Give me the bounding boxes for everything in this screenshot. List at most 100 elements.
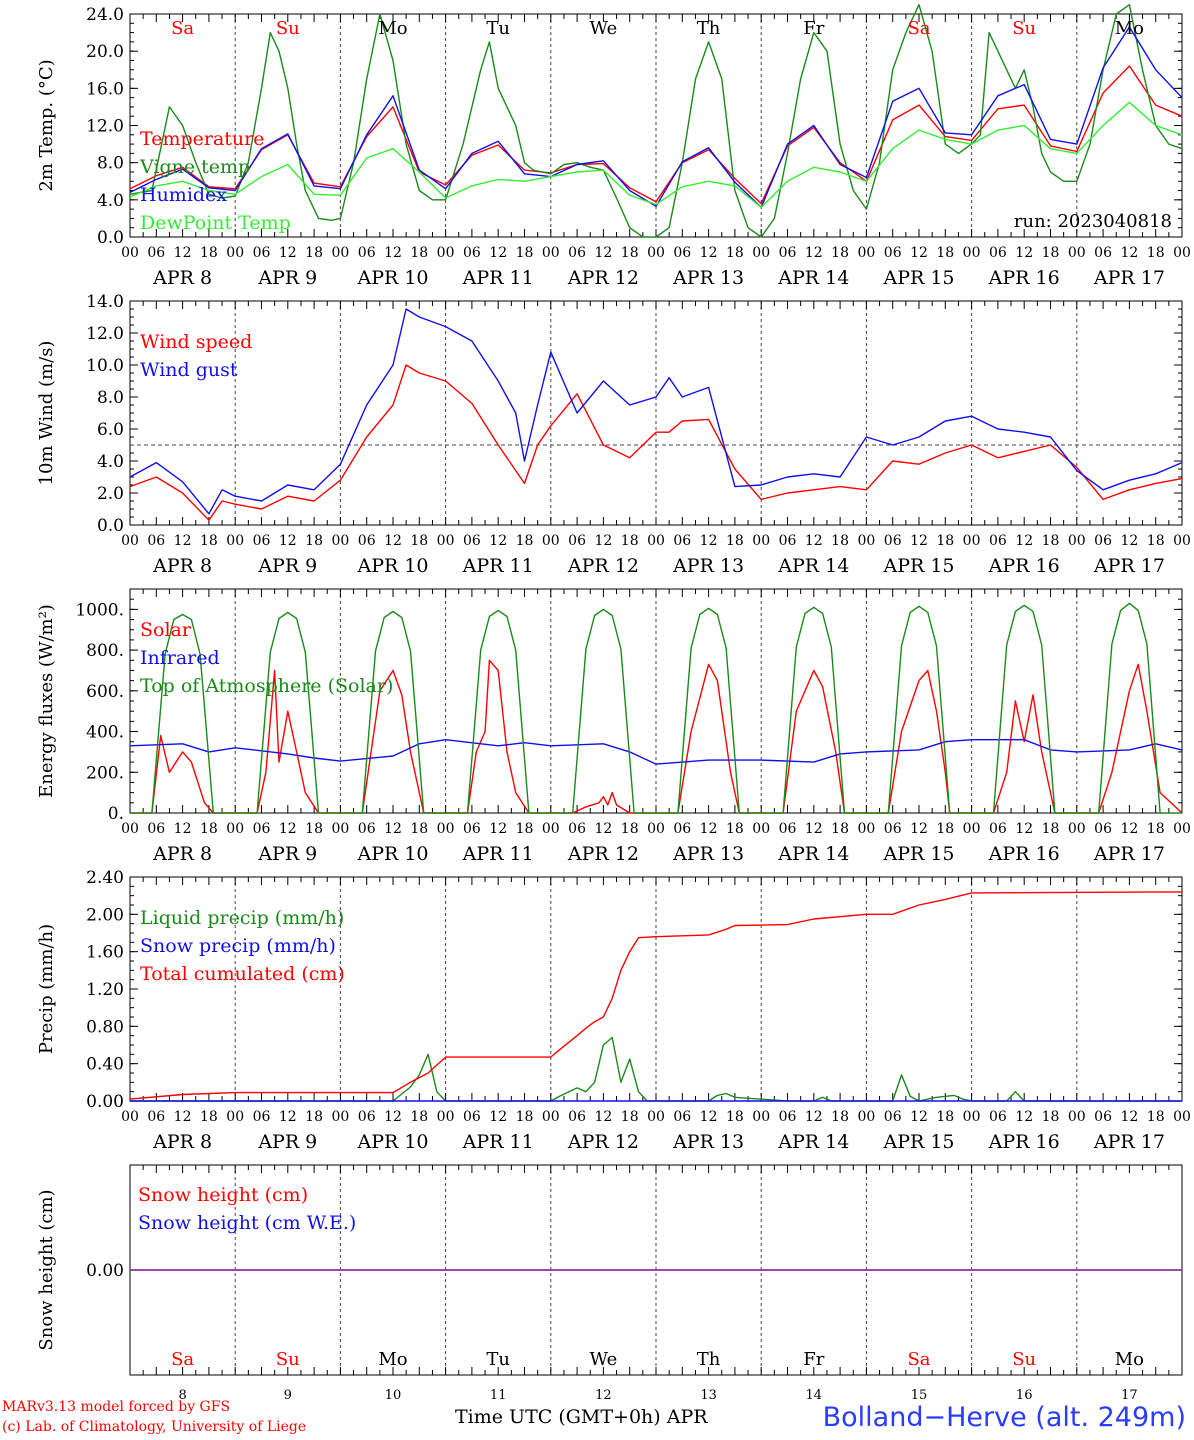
hour-label: 06 — [147, 821, 165, 837]
day-number-label: 10 — [385, 1388, 402, 1403]
series-line — [129, 308, 1183, 515]
hour-label: 00 — [647, 533, 665, 549]
hour-label: 18 — [516, 1109, 534, 1125]
hour-label: 18 — [1042, 533, 1060, 549]
hour-label: 06 — [463, 245, 481, 261]
y-tick-label: 0.00 — [86, 1092, 124, 1112]
hour-label: 00 — [331, 1109, 349, 1125]
y-tick-label: 0.0 — [97, 516, 124, 536]
day-name: Su — [1012, 1349, 1036, 1370]
hour-label: 00 — [1173, 245, 1191, 261]
hour-label: 12 — [910, 533, 928, 549]
legend-entry: Wind speed — [140, 331, 252, 353]
date-label: APR 8 — [152, 267, 212, 289]
hour-label: 00 — [963, 821, 981, 837]
hour-label: 12 — [384, 533, 402, 549]
day-name: Fr — [803, 18, 824, 39]
hour-label: 18 — [410, 533, 428, 549]
hour-label: 18 — [1147, 821, 1165, 837]
y-tick-label: 12.0 — [86, 117, 124, 137]
hour-label: 00 — [226, 245, 244, 261]
y-tick-label: 0.0 — [97, 228, 124, 248]
hour-label: 18 — [621, 1109, 639, 1125]
hour-label: 12 — [700, 821, 718, 837]
hour-label: 12 — [910, 245, 928, 261]
hour-label: 12 — [279, 1109, 297, 1125]
hour-label: 18 — [200, 245, 218, 261]
date-label: APR 13 — [672, 1131, 744, 1153]
hour-label: 06 — [989, 821, 1007, 837]
hour-label: 12 — [279, 821, 297, 837]
hour-label: 12 — [1120, 1109, 1138, 1125]
hour-label: 18 — [831, 1109, 849, 1125]
hour-label: 18 — [200, 821, 218, 837]
hour-label: 00 — [121, 821, 139, 837]
hour-label: 12 — [910, 1109, 928, 1125]
hour-label: 06 — [884, 821, 902, 837]
hour-label: 18 — [200, 1109, 218, 1125]
date-label: APR 11 — [462, 843, 534, 865]
y-tick-label: 4.0 — [97, 452, 124, 472]
hour-label: 12 — [489, 533, 507, 549]
hour-label: 18 — [831, 533, 849, 549]
day-name: Th — [697, 1349, 721, 1370]
legend-entry: Snow height (cm W.E.) — [138, 1212, 356, 1234]
panel-frame — [129, 588, 1183, 814]
day-number-label: 14 — [806, 1388, 823, 1403]
hour-label: 00 — [647, 1109, 665, 1125]
hour-label: 18 — [621, 533, 639, 549]
y-tick-label: 16.0 — [86, 79, 124, 99]
date-label: APR 10 — [356, 843, 428, 865]
hour-label: 12 — [384, 245, 402, 261]
hour-label: 00 — [963, 245, 981, 261]
hour-label: 06 — [358, 821, 376, 837]
date-label: APR 13 — [672, 555, 744, 577]
y-tick-label: 1000. — [75, 600, 124, 620]
hour-label: 00 — [1173, 533, 1191, 549]
hour-label: 00 — [752, 245, 770, 261]
day-name: Su — [276, 1349, 300, 1370]
hour-label: 12 — [594, 533, 612, 549]
y-tick-label: 2.00 — [86, 905, 124, 925]
hour-label: 06 — [884, 1109, 902, 1125]
hour-label: 00 — [1068, 821, 1086, 837]
date-label: APR 16 — [988, 843, 1060, 865]
series-line — [129, 891, 1183, 1100]
date-label: APR 14 — [777, 843, 849, 865]
y-tick-label: 8.0 — [97, 154, 124, 174]
footer-lab: (c) Lab. of Climatology, University of L… — [2, 1419, 307, 1435]
date-label: APR 15 — [882, 267, 954, 289]
legend-entry: Humidex — [140, 184, 227, 206]
hour-label: 06 — [253, 821, 271, 837]
legend-entry: Vigne temp — [139, 156, 250, 178]
hour-label: 18 — [726, 1109, 744, 1125]
hour-label: 00 — [1068, 245, 1086, 261]
series-line — [130, 659, 1183, 814]
y-tick-label: 6.0 — [97, 420, 124, 440]
date-label: APR 12 — [567, 843, 639, 865]
hour-label: 12 — [700, 1109, 718, 1125]
hour-label: 18 — [936, 1109, 954, 1125]
hour-label: 00 — [226, 533, 244, 549]
y-tick-label: 4.0 — [97, 191, 124, 211]
hour-label: 06 — [1094, 533, 1112, 549]
hour-label: 06 — [463, 821, 481, 837]
date-label: APR 12 — [567, 267, 639, 289]
hour-label: 18 — [1042, 245, 1060, 261]
date-label: APR 9 — [257, 267, 317, 289]
day-name: Sa — [907, 18, 930, 39]
y-tick-label: 200. — [86, 763, 124, 783]
hour-label: 06 — [673, 821, 691, 837]
hour-label: 12 — [489, 821, 507, 837]
hour-label: 06 — [568, 533, 586, 549]
hour-label: 00 — [331, 533, 349, 549]
hour-label: 00 — [226, 821, 244, 837]
hour-label: 18 — [516, 821, 534, 837]
hour-label: 06 — [779, 821, 797, 837]
day-number-label: 16 — [1016, 1388, 1033, 1403]
footer-model: MARv3.13 model forced by GFS — [2, 1399, 231, 1415]
hour-label: 18 — [516, 533, 534, 549]
hour-label: 18 — [410, 245, 428, 261]
hour-label: 00 — [542, 821, 560, 837]
hour-label: 00 — [437, 533, 455, 549]
